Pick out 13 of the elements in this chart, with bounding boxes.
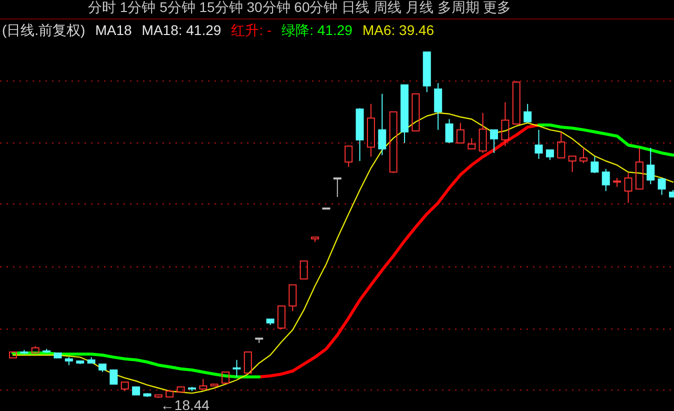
text: MA6: 39.46 (362, 22, 434, 38)
candlestick (534, 129, 543, 160)
text: 红升: - (231, 22, 272, 38)
candlestick (366, 103, 375, 158)
text: MA18 (95, 22, 132, 38)
candlestick (434, 82, 442, 130)
candlestick (232, 359, 241, 378)
candlestick (624, 172, 632, 204)
chart-subtitle: 分时 1分钟 5分钟 15分钟 30分钟 60分钟 日线 周线 月线 多周期 更多 (88, 0, 512, 15)
annotation: ←18.44 (160, 397, 210, 411)
chart-title: (日线.前复权) (2, 22, 86, 38)
text: MA18: 41.29 (142, 22, 222, 38)
text: 绿降: 41.29 (282, 22, 353, 38)
